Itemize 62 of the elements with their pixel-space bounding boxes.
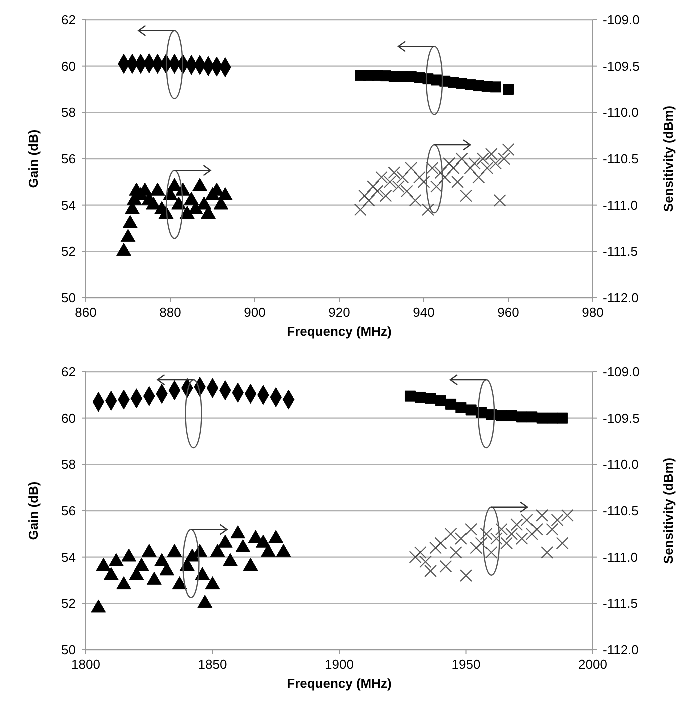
x-tick-label: 900 [244, 305, 266, 320]
x-tick-label: 940 [413, 305, 435, 320]
point [425, 393, 436, 404]
y-tick-label: 50 [62, 642, 76, 658]
x-axis-title: Frequency (MHz) [287, 324, 392, 339]
point [490, 82, 502, 93]
y2-tick-label: -112.0 [603, 642, 639, 658]
y2-tick-label: -111.0 [603, 198, 638, 213]
x-tick-label: 860 [75, 305, 97, 320]
point [503, 84, 514, 95]
y-tick-label: 50 [62, 290, 76, 306]
y-tick-label: 60 [62, 410, 76, 426]
x-tick-label: 1900 [325, 657, 354, 672]
y2-tick-label: -111.0 [603, 550, 638, 565]
y-tick-label: 52 [62, 244, 76, 260]
y2-tick-label: -111.5 [603, 244, 638, 260]
point [404, 390, 416, 402]
x-tick-label: 960 [498, 305, 520, 320]
y2-axis-title: Sensitivity (dBm) [661, 106, 676, 212]
x-tick-label: 880 [160, 305, 182, 320]
point [506, 410, 518, 422]
point [536, 412, 548, 424]
y-tick-label: 52 [62, 596, 76, 612]
y2-tick-label: -109.0 [603, 364, 640, 380]
x-tick-label: 1800 [72, 657, 100, 672]
y2-tick-label: -109.5 [603, 58, 640, 74]
point [557, 412, 568, 424]
y-tick-label: 56 [62, 504, 76, 518]
y2-axis-title: Sensitivity (dBm) [661, 458, 676, 564]
x-tick-label: 1950 [452, 657, 481, 672]
x-axis-title: Frequency (MHz) [287, 676, 392, 691]
y-axis-title: Gain (dB) [26, 482, 41, 540]
y-tick-label: 58 [62, 105, 76, 120]
point [446, 398, 457, 410]
point [415, 392, 426, 403]
y2-tick-label: -109.5 [603, 410, 640, 426]
x-tick-label: 980 [582, 305, 604, 320]
x-tick-label: 2000 [578, 657, 608, 672]
point [526, 412, 538, 423]
x-tick-label: 1850 [198, 657, 228, 672]
y-tick-label: 62 [62, 364, 76, 380]
y-tick-label: 60 [62, 58, 76, 74]
y2-tick-label: -111.5 [603, 596, 638, 612]
y-tick-label: 56 [62, 152, 76, 166]
point [546, 412, 558, 424]
y-tick-label: 58 [62, 457, 76, 472]
point [516, 412, 528, 423]
y-axis-title: Gain (dB) [26, 130, 41, 188]
x-tick-label: 920 [328, 305, 350, 320]
point [456, 402, 467, 414]
y-tick-label: 54 [62, 550, 76, 565]
point [496, 410, 508, 422]
y2-tick-label: -110.5 [603, 504, 639, 518]
y2-tick-label: -110.0 [603, 457, 639, 472]
y-tick-label: 54 [62, 198, 76, 213]
y2-tick-label: -110.5 [603, 152, 639, 166]
y2-tick-label: -110.0 [603, 105, 639, 120]
y2-tick-label: -112.0 [603, 290, 639, 306]
y2-tick-label: -109.0 [603, 12, 640, 28]
y-tick-label: 62 [62, 12, 76, 28]
point [466, 404, 477, 416]
point [435, 395, 446, 406]
